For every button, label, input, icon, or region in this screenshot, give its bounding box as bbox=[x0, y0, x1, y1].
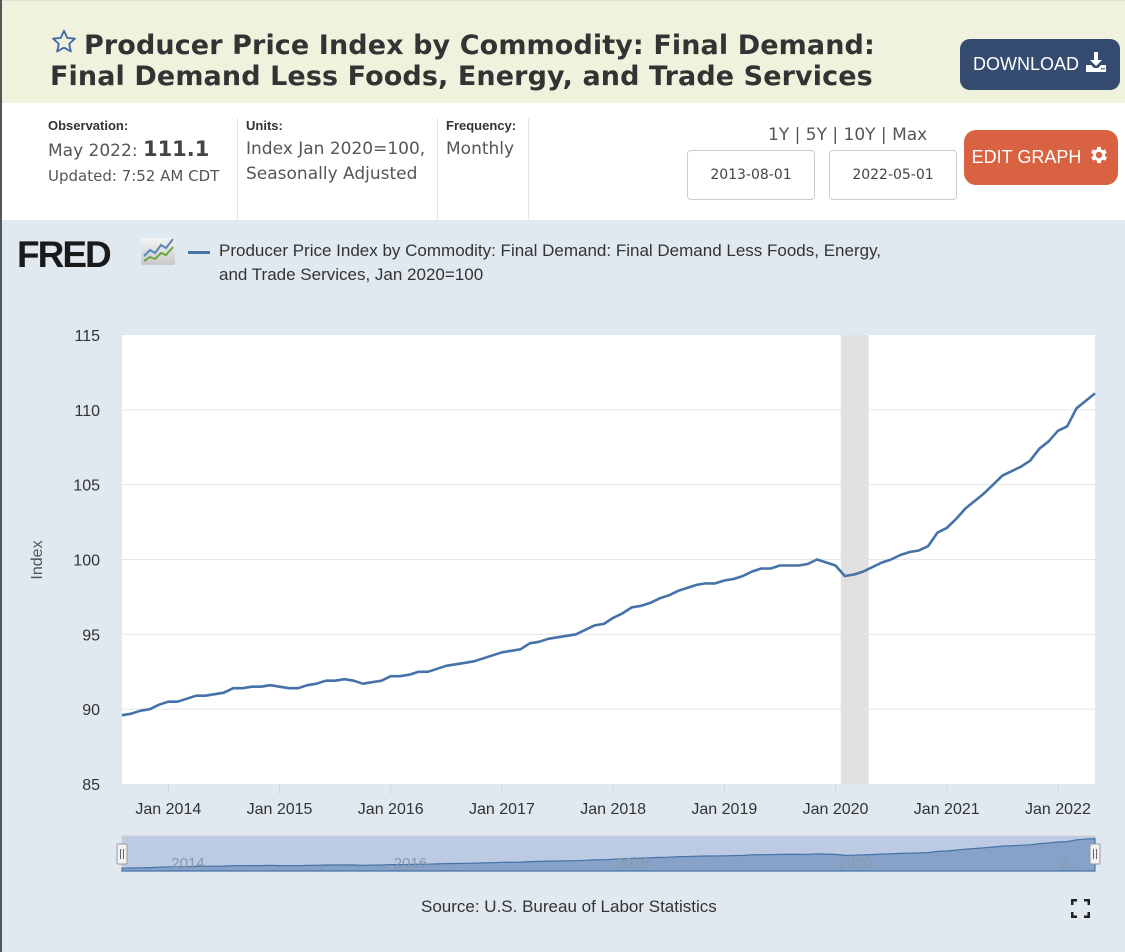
x-tick-label: Jan 2021 bbox=[914, 801, 980, 818]
x-tick-label: Jan 2018 bbox=[580, 801, 646, 818]
star-outline-icon[interactable] bbox=[50, 28, 78, 62]
download-label: DOWNLOAD bbox=[972, 54, 1079, 74]
end-date-input[interactable]: 2022-05-01 bbox=[829, 150, 957, 200]
x-tick-label: Jan 2019 bbox=[691, 801, 757, 818]
units-line2: Seasonally Adjusted bbox=[246, 164, 418, 184]
units-line1: Index Jan 2020=100, bbox=[246, 139, 426, 159]
frequency-block: Frequency: Monthly bbox=[446, 118, 529, 220]
observation-period: May 2022: bbox=[48, 141, 138, 161]
range-max[interactable]: Max bbox=[892, 125, 928, 145]
range-5y[interactable]: 5Y bbox=[805, 125, 827, 145]
edit-graph-button[interactable]: EDIT GRAPH bbox=[964, 130, 1118, 185]
observation-value-line: May 2022: 111.1 bbox=[48, 137, 237, 164]
x-tick-label: Jan 2020 bbox=[803, 801, 869, 818]
x-tick-label: Jan 2016 bbox=[358, 801, 424, 818]
y-tick-label: 85 bbox=[82, 777, 100, 794]
y-tick-label: 105 bbox=[73, 478, 100, 495]
navigator-label: 2018 bbox=[616, 855, 649, 872]
series-line bbox=[121, 392, 1096, 717]
handle-body bbox=[1089, 843, 1101, 865]
fred-chart-icon bbox=[141, 236, 175, 266]
window-edge bbox=[0, 0, 2, 952]
navigator-series bbox=[121, 837, 1096, 872]
observation-label: Observation: bbox=[48, 118, 129, 133]
navigator-label: 2016 bbox=[394, 855, 427, 872]
source-note: Source: U.S. Bureau of Labor Statistics bbox=[421, 897, 717, 916]
frequency-label: Frequency: bbox=[446, 118, 517, 133]
navigator-handle-left[interactable] bbox=[116, 843, 128, 865]
frequency-value: Monthly bbox=[446, 139, 515, 159]
y-tick-label: 110 bbox=[74, 403, 100, 420]
edit-graph-label: EDIT GRAPH bbox=[971, 147, 1082, 167]
download-icon bbox=[1085, 51, 1107, 78]
observation-block: Observation: May 2022: 111.1 Updated: 7:… bbox=[48, 118, 238, 220]
updated-time: Updated: 7:52 AM CDT bbox=[48, 167, 220, 185]
handle-body bbox=[116, 843, 128, 865]
x-tick-label: Jan 2014 bbox=[135, 801, 201, 818]
legend-label[interactable]: Producer Price Index by Commodity: Final… bbox=[219, 241, 882, 284]
range-10y[interactable]: 10Y bbox=[843, 125, 876, 145]
start-date-input[interactable]: 2013-08-01 bbox=[687, 150, 815, 200]
navigator-label: 2014 bbox=[171, 855, 204, 872]
navigator-label: 2... bbox=[1061, 855, 1082, 872]
x-tick-label: Jan 2015 bbox=[247, 801, 313, 818]
y-tick-label: 90 bbox=[82, 702, 100, 719]
navigator-handle-right[interactable] bbox=[1089, 843, 1101, 865]
navigator-label: 2020 bbox=[839, 855, 872, 872]
observation-value: 111.1 bbox=[142, 137, 210, 161]
fullscreen-icon[interactable] bbox=[1070, 898, 1091, 919]
series-title-text: Producer Price Index by Commodity: Final… bbox=[50, 30, 875, 92]
x-tick-label: Jan 2022 bbox=[1025, 801, 1091, 818]
y-tick-label: 95 bbox=[82, 627, 100, 644]
range-links: 1Y | 5Y | 10Y | Max bbox=[768, 125, 928, 145]
y-tick-label: 100 bbox=[73, 553, 100, 570]
range-1y[interactable]: 1Y bbox=[768, 125, 790, 145]
y-axis-title: Index bbox=[29, 540, 46, 579]
download-button[interactable]: DOWNLOAD bbox=[960, 39, 1120, 90]
units-label: Units: bbox=[246, 118, 283, 133]
gear-icon bbox=[1088, 144, 1110, 171]
legend-swatch bbox=[188, 251, 210, 254]
fred-logo[interactable]: FRED bbox=[17, 234, 112, 275]
y-tick-label: 115 bbox=[74, 328, 100, 345]
x-tick-label: Jan 2017 bbox=[469, 801, 535, 818]
units-block: Units: Index Jan 2020=100, Seasonally Ad… bbox=[246, 118, 438, 220]
